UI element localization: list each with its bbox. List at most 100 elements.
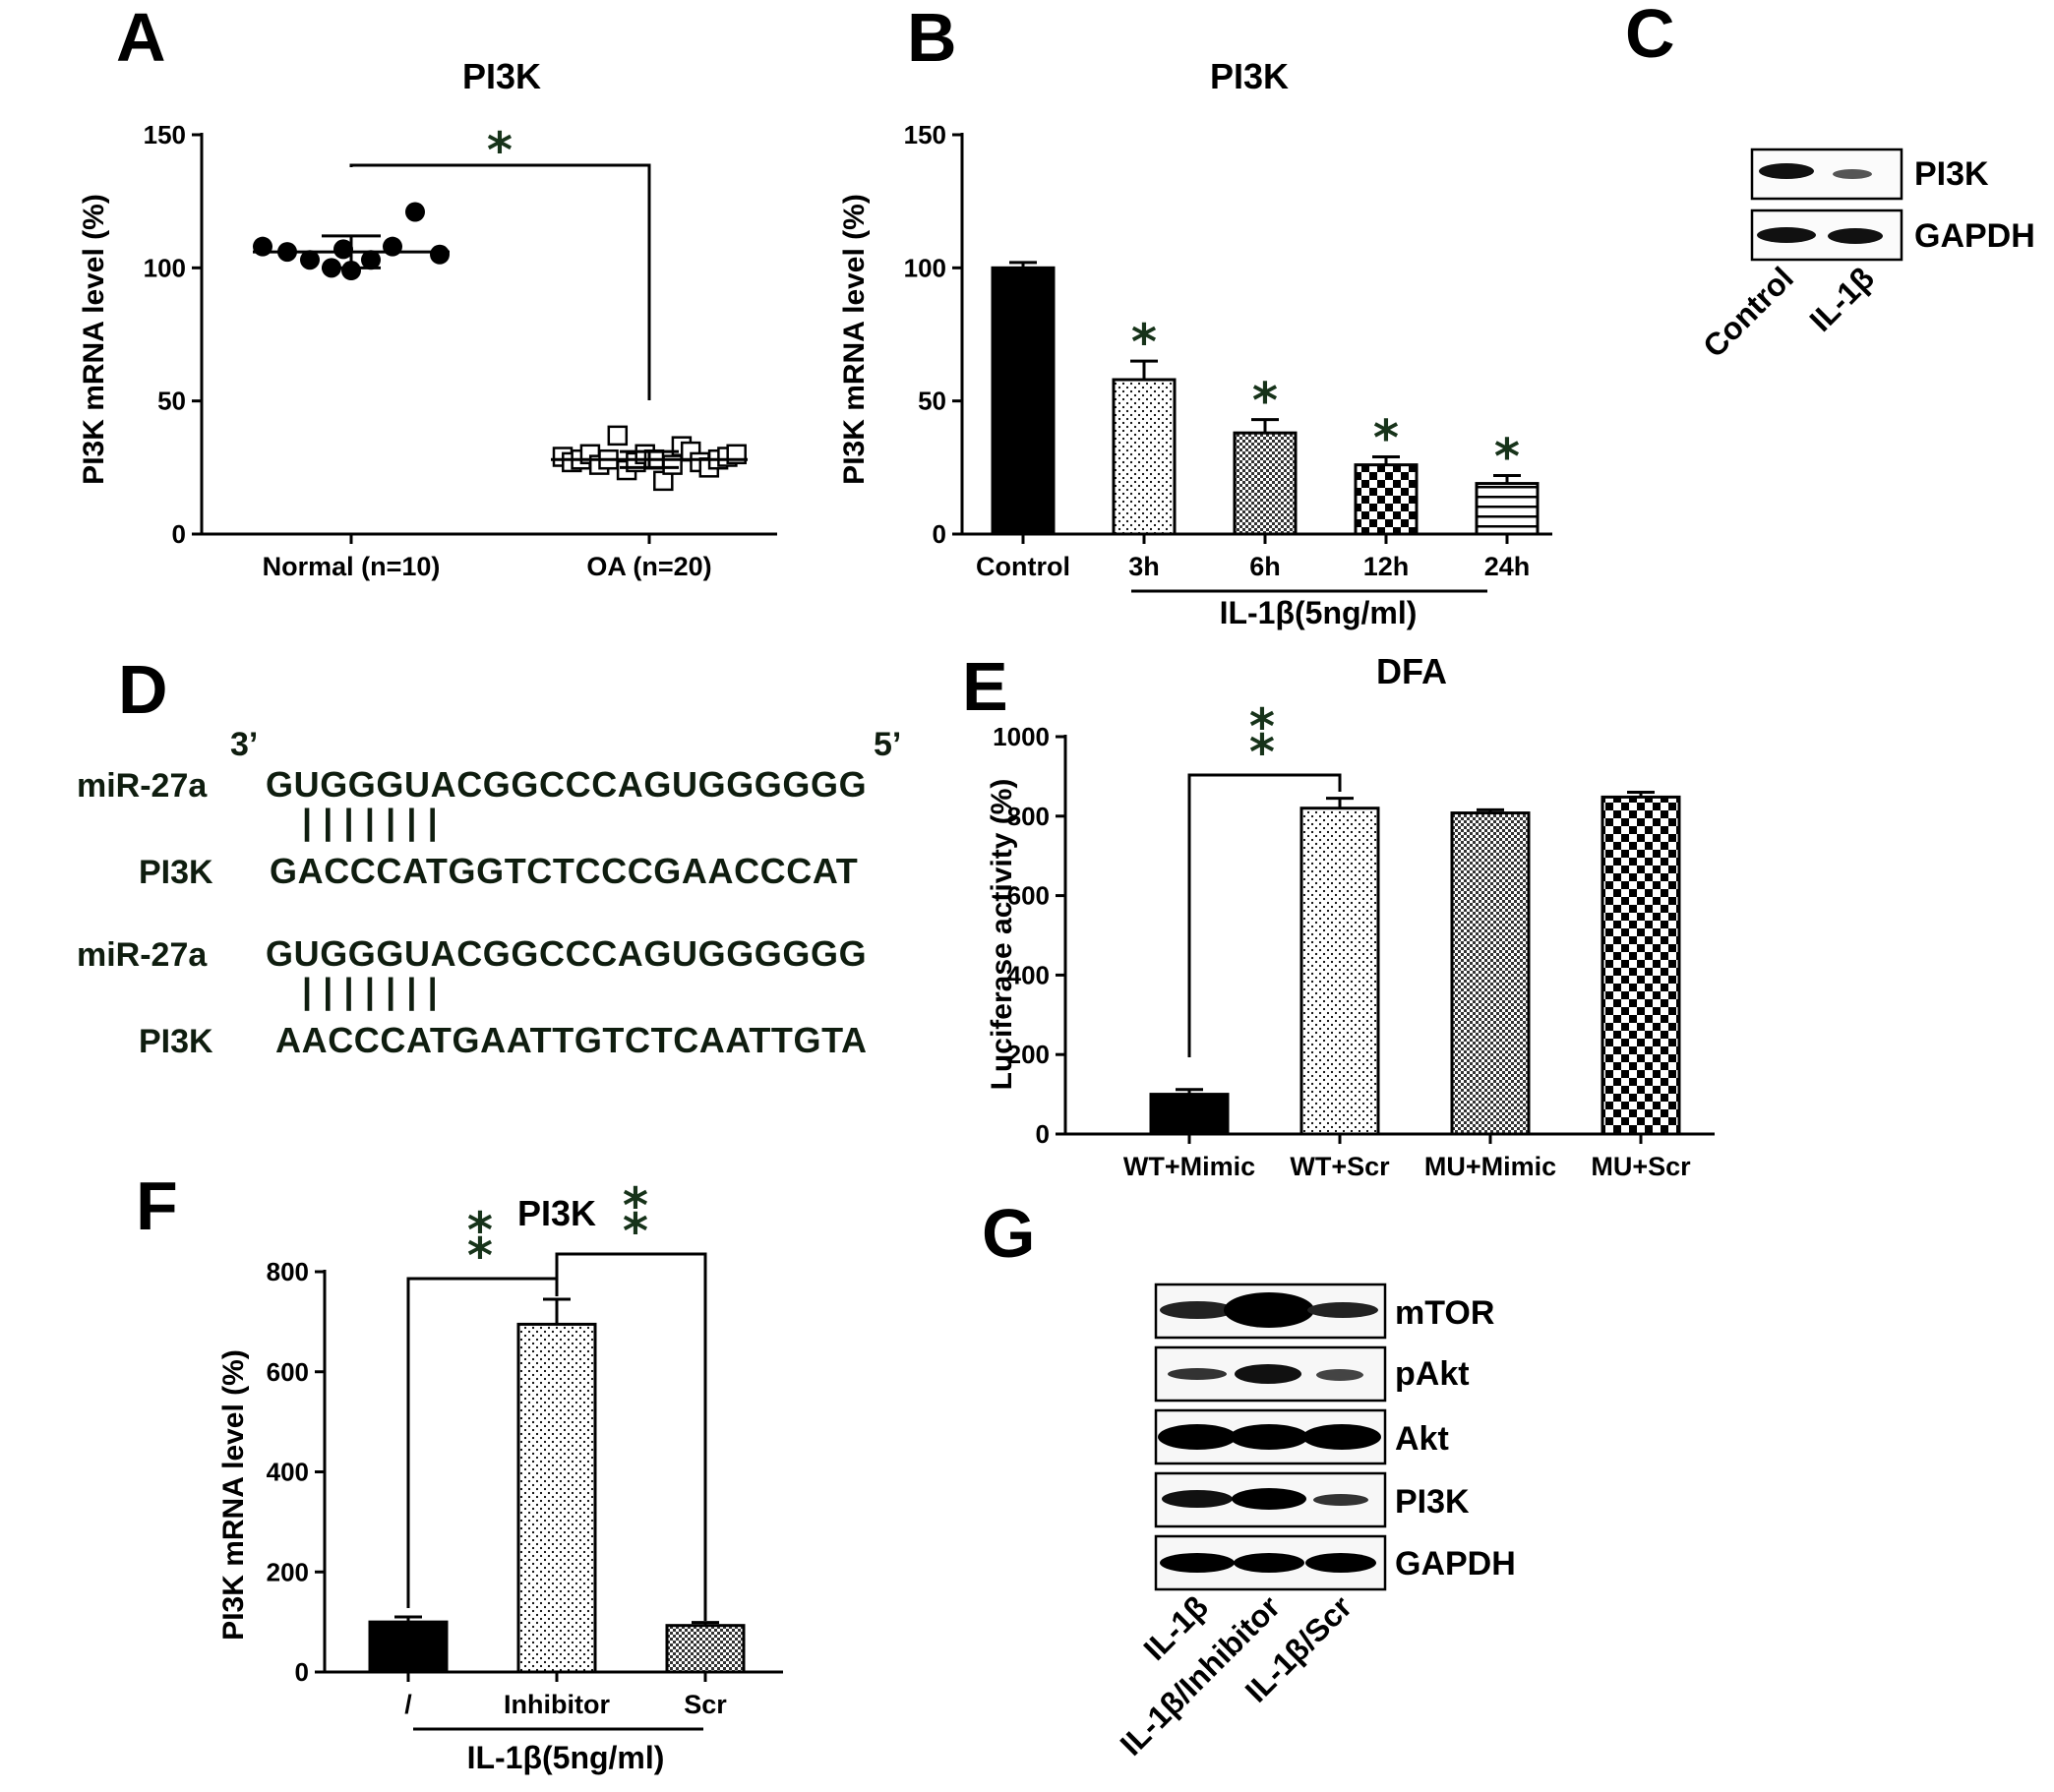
x-category-label: Scr — [684, 1690, 727, 1719]
panel-e: E DFA Luciferase activity (%) 0 200 400 600… — [962, 648, 1715, 1181]
bar — [991, 266, 1056, 536]
seq-pair1-mir-sequence: GUGGGUACGGCCCAGUGGGGGG — [266, 764, 867, 805]
panel-b-group-label: IL-1β(5ng/ml) — [1220, 595, 1418, 630]
panel-f-group-label: IL-1β(5ng/ml) — [467, 1740, 665, 1775]
x-category-label: MU+Mimic — [1424, 1152, 1556, 1181]
panel-label-d: D — [118, 651, 168, 728]
x-category-label: Inhibitor — [504, 1690, 610, 1719]
data-point — [300, 250, 320, 270]
data-point — [430, 244, 450, 265]
significance-bracket — [1187, 773, 1342, 1057]
panel-f: F PI3K PI3K mRNA level (%) 0 200 400 600 800… — [136, 1167, 783, 1775]
seq-pair2-base-pairs: | | | | | | | — [302, 971, 438, 1012]
bar — [516, 1322, 597, 1674]
bar — [665, 1624, 746, 1674]
panel-a-plot: 0 50 100 150 Normal (n=10) OA (n=20) * — [144, 120, 777, 581]
significance-bracket — [555, 1252, 707, 1621]
y-tick-label: 150 — [904, 120, 946, 149]
panel-f-ylabel: PI3K mRNA level (%) — [217, 1349, 250, 1641]
panel-a: A PI3K PI3K mRNA level (%) 0 50 100 150 Norm… — [78, 0, 777, 581]
y-tick-label: 800 — [1007, 802, 1050, 831]
significance-star: * — [1373, 410, 1399, 467]
y-tick-label: 600 — [267, 1357, 309, 1387]
significance-star: * — [1494, 428, 1520, 485]
seq-pair1-mir-label: miR-27a — [77, 767, 208, 805]
panel-e-plot: 0 200 400 600 800 1000 WT+Mimic WT+Scr MU+Mimic M… — [993, 698, 1715, 1181]
seq-pair1-target-label: PI3K — [139, 854, 213, 891]
blot-g-label-pi3k: PI3K — [1395, 1483, 1470, 1521]
x-category-label: 3h — [1128, 552, 1160, 581]
blot-c-band-row: GAPDH — [1750, 209, 2035, 262]
bar — [1475, 482, 1540, 536]
y-tick-label: 400 — [267, 1458, 309, 1487]
blot-g-band-row: pAkt — [1154, 1345, 1470, 1403]
significance-star: * — [1252, 373, 1278, 430]
data-point — [333, 239, 353, 260]
panel-c: C PI3K GAPDH Control IL-1β — [1625, 0, 2035, 364]
significance-star: * — [1249, 724, 1275, 781]
blot-g-band-row: mTOR — [1154, 1283, 1494, 1340]
panel-e-ylabel: Luciferase activity (%) — [986, 779, 1018, 1091]
seq-pair2-target-sequence: AACCCATGAATTGTCTCAATTGTA — [275, 1020, 868, 1060]
blot-c-lane-control: Control — [1696, 260, 1800, 364]
panel-a-ylabel: PI3K mRNA level (%) — [78, 194, 110, 485]
significance-star: * — [487, 122, 513, 179]
bar — [1450, 811, 1531, 1136]
blot-g-band-row: Akt — [1154, 1408, 1449, 1465]
y-tick-label: 800 — [267, 1257, 309, 1286]
blot-c-label-pi3k: PI3K — [1914, 155, 1989, 193]
x-category-label: 24h — [1484, 552, 1531, 581]
seq-3prime-label: 3’ — [230, 726, 258, 763]
seq-5prime-label: 5’ — [874, 726, 901, 763]
x-category-label: 12h — [1363, 552, 1410, 581]
blot-g-label-gapdh: GAPDH — [1395, 1545, 1516, 1583]
blot-g-label-pakt: pAkt — [1395, 1355, 1470, 1393]
bar — [1354, 463, 1419, 536]
y-tick-label: 0 — [1036, 1119, 1050, 1149]
panel-a-title: PI3K — [462, 56, 541, 96]
blot-c-band-row: PI3K — [1750, 148, 1989, 201]
y-tick-label: 50 — [157, 387, 186, 416]
bar — [1601, 795, 1681, 1136]
y-tick-label: 50 — [918, 387, 946, 416]
y-tick-label: 0 — [933, 519, 946, 549]
significance-star: * — [623, 1203, 648, 1260]
panel-label-c: C — [1625, 0, 1675, 72]
significance-bracket — [349, 163, 651, 400]
data-point — [607, 425, 629, 447]
y-tick-label: 150 — [144, 120, 186, 149]
panel-label-a: A — [116, 0, 166, 76]
panel-b-title: PI3K — [1210, 56, 1289, 96]
panel-g: G mTOR pAkt Akt PI3K — [982, 1195, 1516, 1762]
blot-g-label-mtor: mTOR — [1395, 1294, 1494, 1332]
y-tick-label: 400 — [1007, 960, 1050, 989]
blot-g-label-akt: Akt — [1395, 1420, 1449, 1458]
panel-d: D 3’ 5’ miR-27a GUGGGUACGGCCCAGUGGGGGG |… — [77, 651, 901, 1060]
panel-label-g: G — [982, 1195, 1035, 1272]
significance-star: * — [467, 1227, 493, 1284]
x-category-label: MU+Scr — [1591, 1152, 1691, 1181]
panel-label-f: F — [136, 1167, 178, 1244]
panel-label-b: B — [907, 0, 957, 76]
significance-star: * — [1249, 698, 1275, 755]
data-point — [361, 250, 381, 270]
panel-b: B PI3K PI3K mRNA level (%) 0 50 100 150 Cont… — [838, 0, 1552, 630]
x-category-label: WT+Mimic — [1123, 1152, 1255, 1181]
seq-pair1-target-sequence: GACCCATGGTCTCCCGAACCCAT — [270, 851, 858, 891]
y-tick-label: 100 — [904, 253, 946, 282]
blot-g-band-row: PI3K — [1154, 1471, 1470, 1528]
bar — [368, 1620, 449, 1674]
data-point — [383, 236, 402, 257]
y-tick-label: 200 — [1007, 1040, 1050, 1069]
panel-b-plot: 0 50 100 150 Control 3h * 6h * 12h * 24h * — [904, 120, 1552, 581]
y-tick-label: 0 — [172, 519, 186, 549]
panel-b-ylabel: PI3K mRNA level (%) — [838, 194, 871, 485]
y-tick-label: 1000 — [993, 722, 1050, 751]
data-point — [253, 236, 272, 257]
data-point — [405, 202, 425, 222]
significance-star: * — [1131, 314, 1157, 371]
x-category-label: 6h — [1249, 552, 1281, 581]
blot-c-label-gapdh: GAPDH — [1914, 217, 2035, 255]
